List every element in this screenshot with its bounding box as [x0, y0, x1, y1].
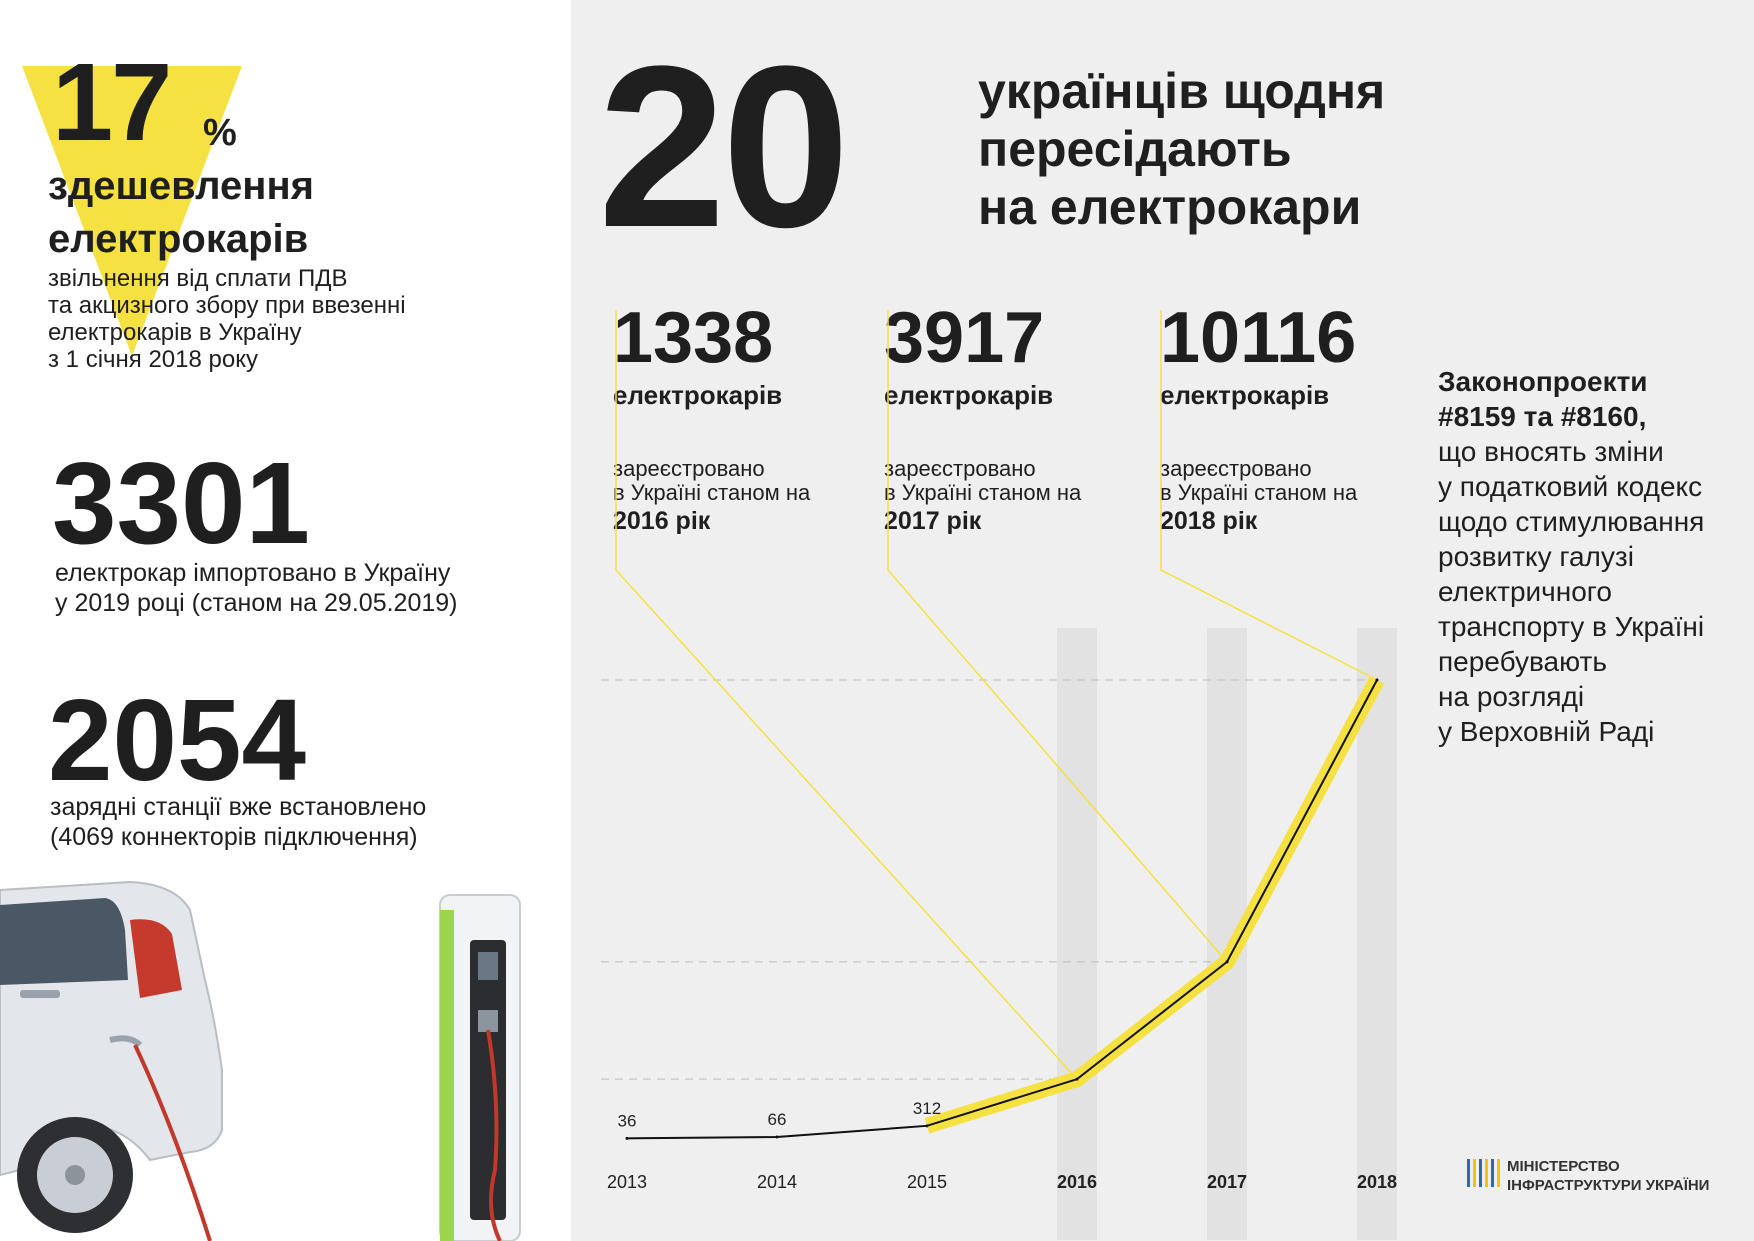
- right-panel: [571, 0, 1754, 1241]
- x-tick-label-2013: 2013: [607, 1172, 647, 1192]
- stat-unit: електрокарів: [613, 380, 783, 410]
- headline-text: українців щодня пересідають на електрока…: [978, 62, 1385, 236]
- headline-line: на електрокари: [978, 179, 1362, 235]
- ministry-line: ІНФРАСТРУКТУРИ УКРАЇНИ: [1507, 1177, 1710, 1194]
- percent-sign: %: [203, 112, 237, 154]
- data-point-2013: [625, 1136, 629, 1140]
- leader-line-2016: [615, 310, 1078, 1080]
- law-line: у податковий кодекс: [1438, 471, 1703, 502]
- data-label-2013: 36: [618, 1111, 637, 1130]
- cheaper-title: здешевлення електрокарів: [48, 160, 314, 266]
- year-column-2018: [1357, 628, 1397, 1240]
- imported-description: електрокар імпортовано в Україну у 2019 …: [55, 558, 515, 618]
- ev-growth-chart: 36 66 312 2013 2014 2015 2016 2017 2018: [601, 310, 1397, 1240]
- stat-desc: в Україні станом на: [1160, 480, 1358, 505]
- description-line: зарядні станції вже встановлено: [50, 793, 427, 821]
- stat-unit: електрокарів: [1160, 380, 1330, 410]
- x-tick-label-2014: 2014: [757, 1172, 797, 1192]
- stat-desc: зареєстровано: [884, 456, 1036, 481]
- stat-desc: зареєстровано: [613, 456, 765, 481]
- leader-line-2018: [1160, 310, 1378, 681]
- leader-line-2017: [887, 310, 1228, 963]
- description-line: у 2019 році (станом на 29.05.2019): [55, 589, 458, 617]
- description-line: звільнення від сплати ПДВ: [48, 265, 348, 292]
- x-tick-label-2015: 2015: [907, 1172, 947, 1192]
- data-label-2014: 66: [768, 1110, 787, 1129]
- data-point-2015: [925, 1124, 929, 1128]
- law-note: Законопроекти #8159 та #8160, що вносять…: [1438, 364, 1748, 749]
- data-point-2014: [775, 1135, 779, 1139]
- cheaper-title-line: здешевлення: [48, 164, 314, 208]
- law-title: Законопроекти: [1438, 366, 1648, 397]
- stat-2017: 3917 електрокарів зареєстровано в Україн…: [884, 302, 1081, 536]
- description-line: електрокар імпортовано в Україну: [55, 559, 451, 587]
- stat-2016: 1338 електрокарів зареєстровано в Україн…: [613, 302, 810, 536]
- x-tick-label-2017: 2017: [1207, 1172, 1247, 1192]
- description-line: з 1 січня 2018 року: [48, 346, 258, 373]
- charging-station-image: [439, 894, 521, 1241]
- ministry-logo-icon: [1467, 1159, 1500, 1187]
- stat-2018: 10116 електрокарів зареєстровано в Украї…: [1160, 302, 1357, 536]
- car-charger-illustration: [0, 880, 521, 1241]
- electric-car-image: [0, 880, 223, 1241]
- description-line: та акцизного збору при ввезенні: [48, 292, 406, 319]
- stat-value: 1338: [613, 298, 774, 378]
- cheaper-description: звільнення від сплати ПДВ та акцизного з…: [48, 265, 488, 373]
- headline-number: 20: [598, 18, 850, 275]
- percent-value: 17: [52, 41, 172, 164]
- ministry-name: МІНІСТЕРСТВО ІНФРАСТРУКТУРИ УКРАЇНИ: [1507, 1157, 1709, 1195]
- year-column-2016: [1057, 628, 1097, 1240]
- stations-value: 2054: [48, 675, 307, 805]
- law-line: перебувають: [1438, 646, 1607, 677]
- headline-line: українців щодня: [978, 63, 1386, 119]
- law-line: що вносять зміни: [1438, 436, 1664, 467]
- law-line: щодо стимулювання: [1438, 506, 1705, 537]
- law-line: розвитку галузі: [1438, 541, 1634, 572]
- cheaper-title-line: електрокарів: [48, 217, 309, 261]
- triangle-accent: [22, 66, 242, 356]
- stat-value: 10116: [1160, 298, 1357, 378]
- law-line: у Верховній Раді: [1438, 716, 1655, 747]
- stat-desc: в Україні станом на: [884, 480, 1082, 505]
- law-title: #8159 та #8160,: [1438, 401, 1647, 432]
- x-tick-label-2016: 2016: [1057, 1172, 1097, 1192]
- stat-year: 2017 рік: [884, 507, 982, 535]
- highlight-series-line: [924, 676, 1385, 1134]
- imported-value: 3301: [52, 438, 311, 568]
- data-point-2016: [1075, 1077, 1079, 1081]
- law-line: електричного: [1438, 576, 1612, 607]
- stations-description: зарядні станції вже встановлено (4069 ко…: [50, 792, 510, 852]
- stat-year: 2016 рік: [613, 507, 711, 535]
- description-line: електрокарів в Україну: [48, 319, 302, 346]
- stat-desc: зареєстровано: [1160, 456, 1312, 481]
- data-point-2018: [1375, 678, 1379, 682]
- stat-desc: в Україні станом на: [613, 480, 811, 505]
- description-line: (4069 коннекторів підключення): [50, 823, 418, 851]
- x-tick-label-2018: 2018: [1357, 1172, 1397, 1192]
- stat-year: 2018 рік: [1160, 507, 1258, 535]
- data-point-2017: [1225, 960, 1229, 964]
- law-line: на розгляді: [1438, 681, 1585, 712]
- series-line: [626, 679, 1378, 1140]
- ministry-line: МІНІСТЕРСТВО: [1507, 1158, 1620, 1175]
- law-line: транспорту в Україні: [1438, 611, 1705, 642]
- headline-line: пересідають: [978, 121, 1292, 177]
- stat-unit: електрокарів: [884, 380, 1054, 410]
- data-label-2015: 312: [913, 1099, 941, 1118]
- stat-value: 3917: [884, 298, 1045, 378]
